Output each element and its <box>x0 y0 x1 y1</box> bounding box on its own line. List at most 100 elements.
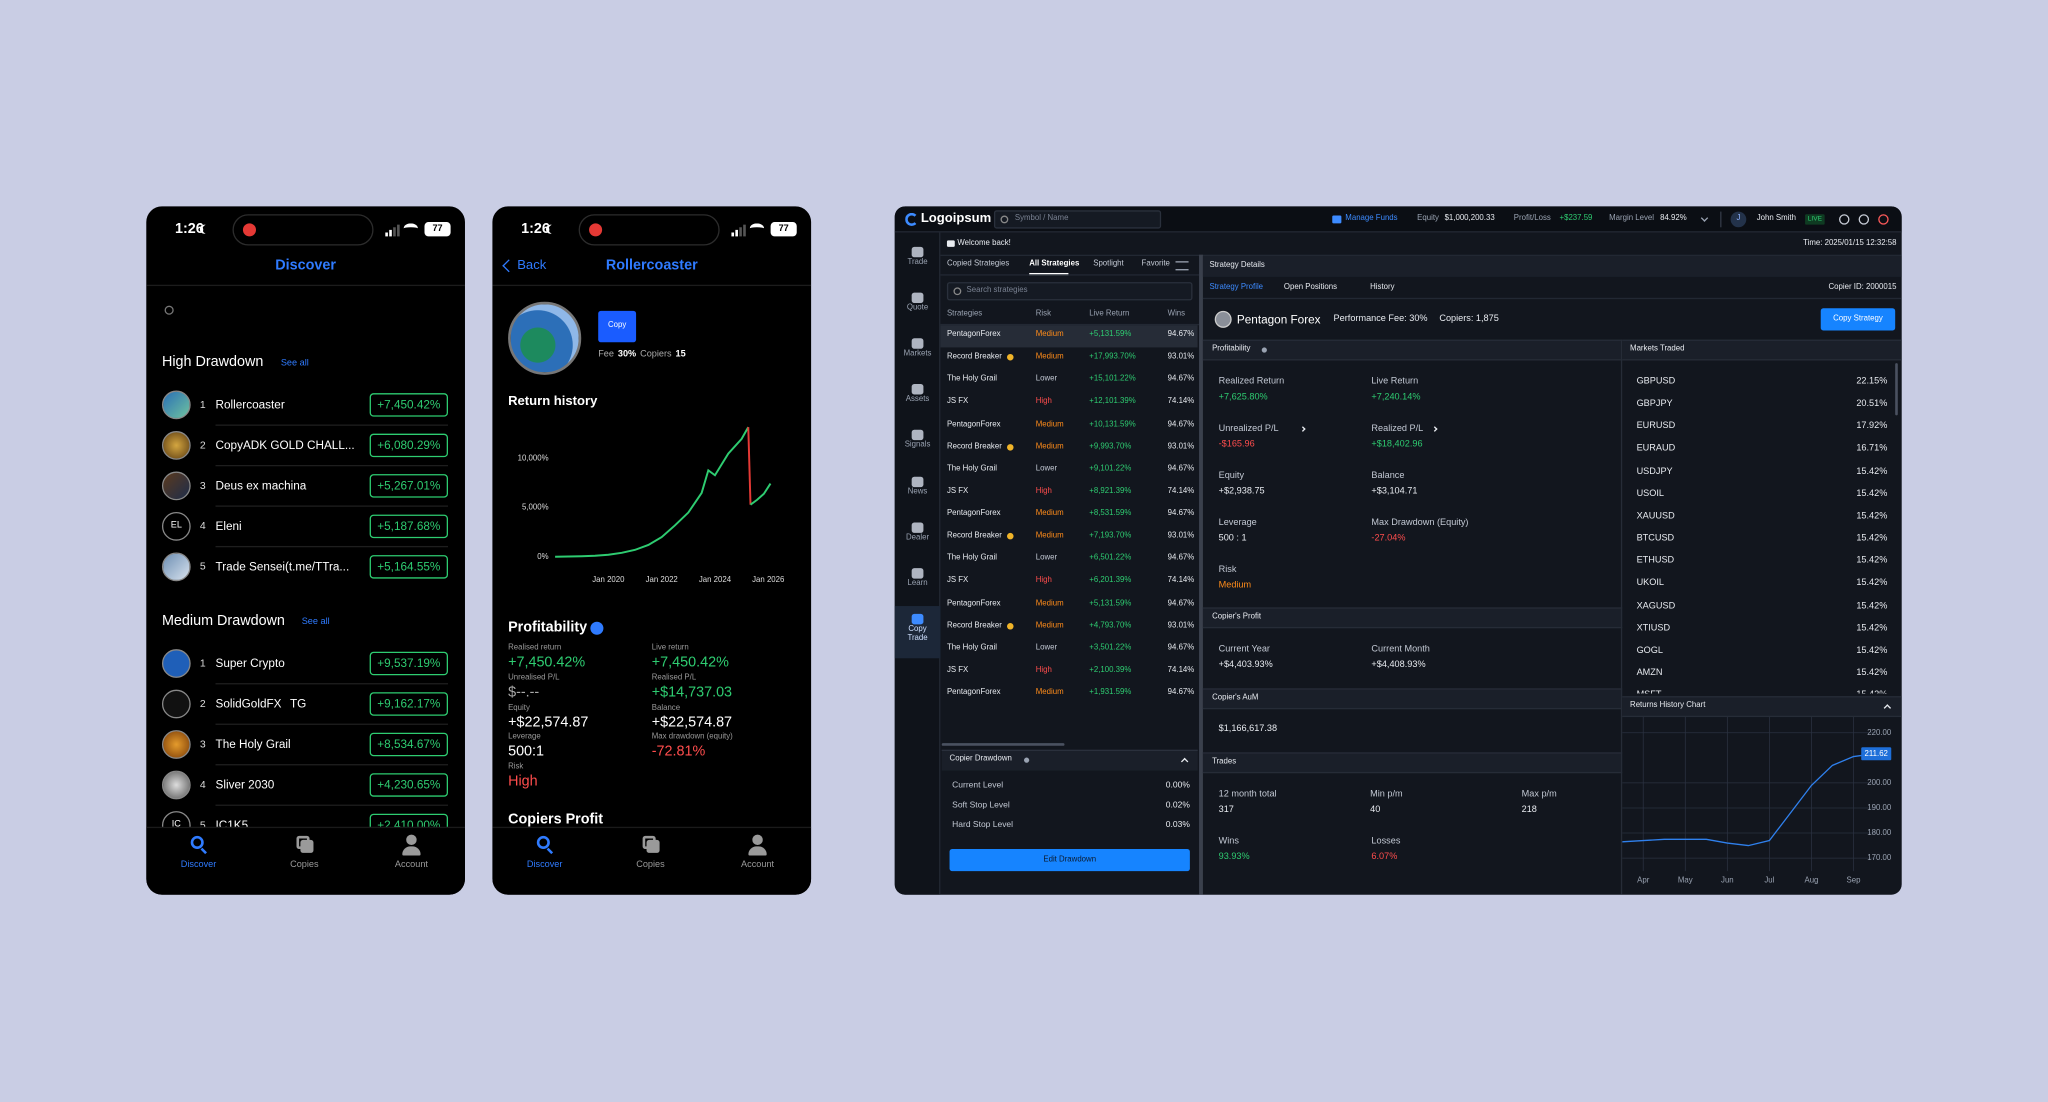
strategy-row[interactable] <box>940 324 1198 347</box>
wins: 94.67% <box>1167 509 1195 518</box>
back-button[interactable]: Back <box>517 258 547 273</box>
copy-strategy-button[interactable]: Copy Strategy <box>1820 308 1896 331</box>
row-divider <box>215 764 448 766</box>
nav-item[interactable]: Copies <box>618 832 683 876</box>
edit-drawdown-button[interactable]: Edit Drawdown <box>949 848 1190 872</box>
metric-value: High <box>508 773 538 790</box>
y-tick-label: 5,000% <box>522 503 549 512</box>
column-header: Risk <box>1035 310 1051 318</box>
wins: 94.67% <box>1167 420 1195 429</box>
details-tab[interactable]: History <box>1370 283 1395 292</box>
nav-label[interactable]: Copy Trade <box>907 625 928 643</box>
see-all[interactable]: See all <box>301 617 330 627</box>
nav-label[interactable]: Signals <box>904 441 931 450</box>
return-badge: +8,534.67% <box>369 732 448 757</box>
chevron[interactable] <box>1300 426 1306 432</box>
metric-value: 40 <box>1370 805 1381 815</box>
market-share: 17.92% <box>1856 422 1888 432</box>
nav-label[interactable]: Markets <box>903 350 932 359</box>
market-symbol: USOIL <box>1636 489 1665 499</box>
strategy-row[interactable] <box>940 571 1197 593</box>
section-header <box>1202 688 1623 710</box>
nav-icon[interactable] <box>911 338 924 349</box>
x-tick-label: Aug <box>1804 875 1818 884</box>
filter-icon[interactable] <box>1175 261 1189 271</box>
button-label[interactable]: Edit Drawdown <box>1043 855 1097 864</box>
user-avatar[interactable]: J <box>1730 211 1747 228</box>
wins: 94.67% <box>1167 554 1195 563</box>
nav-label[interactable]: Copies <box>290 860 319 870</box>
section-title: Trades <box>1212 758 1237 766</box>
live-return: +6,501.22% <box>1089 554 1132 563</box>
nav-label[interactable]: Copies <box>636 860 665 870</box>
nav-icon[interactable] <box>911 613 924 625</box>
nav-icon[interactable] <box>911 476 924 487</box>
strategy-row[interactable] <box>940 392 1197 414</box>
nav-label[interactable]: Account <box>394 860 428 870</box>
nav-label[interactable]: News <box>907 487 928 496</box>
metric-label: 12 month total <box>1218 789 1277 800</box>
strategy-tab[interactable]: Favorite <box>1141 260 1170 269</box>
copy-button[interactable]: Copy <box>598 310 637 343</box>
metric-value: +$3,104.71 <box>1371 486 1418 497</box>
nav-label[interactable]: Assets <box>905 396 930 404</box>
search-placeholder: Symbol / Name <box>1014 214 1069 223</box>
settings-icon[interactable] <box>1839 214 1850 225</box>
nav-item[interactable]: Discover <box>512 832 577 876</box>
nav-icon[interactable] <box>911 430 924 441</box>
strategy-name: Super Crypto <box>215 656 285 670</box>
x-tick-label: Jun <box>1721 875 1734 884</box>
button-label[interactable]: Copy Strategy <box>1833 314 1883 323</box>
symbol-search[interactable]: Symbol / Name <box>993 210 1162 229</box>
nav-icon[interactable] <box>911 292 924 304</box>
live-return: +9,101.22% <box>1089 465 1132 474</box>
nav-label[interactable]: Dealer <box>905 533 930 542</box>
nav-icon[interactable] <box>911 384 924 395</box>
nav-item[interactable]: Discover <box>166 832 231 876</box>
strategy-name: Pentagon Forex <box>1236 312 1321 327</box>
metric-value: +7,240.14% <box>1371 392 1421 403</box>
return-badge: +5,164.55% <box>369 555 448 579</box>
risk: Medium <box>1035 509 1064 518</box>
nav-label[interactable]: Account <box>741 860 775 870</box>
nav-item[interactable]: Account <box>725 832 790 876</box>
x-tick-label: Jan 2026 <box>752 575 785 584</box>
nav-label[interactable]: Learn <box>907 579 928 588</box>
wifi-icon <box>749 223 765 233</box>
chevron[interactable] <box>1432 426 1438 432</box>
phone: Discover Copies Account 1:26 77 Back Rollercoa… <box>492 206 812 895</box>
metric-label: Balance <box>651 703 681 712</box>
notification-icon[interactable] <box>1878 214 1889 225</box>
strategy-tab[interactable]: Spotlight <box>1093 260 1124 269</box>
nav-icon[interactable] <box>911 246 924 258</box>
details-tab[interactable]: Open Positions <box>1283 283 1338 292</box>
see-all[interactable]: See all <box>280 358 309 369</box>
signal-bar <box>397 224 400 237</box>
strategy-row[interactable] <box>940 660 1197 682</box>
market-symbol: GOGL <box>1636 646 1663 656</box>
nav-item[interactable]: Copies <box>272 832 337 876</box>
nav-item[interactable]: Account <box>379 832 444 876</box>
nav-label[interactable]: Quote <box>906 304 929 313</box>
y-tick-label: 0% <box>537 552 548 561</box>
nav-label[interactable]: Discover <box>180 860 217 870</box>
strategy-name: PentagonForex <box>946 688 1001 697</box>
live-return: +9,993.70% <box>1089 442 1132 451</box>
nav-label[interactable]: Trade <box>907 258 928 267</box>
strategy-tab[interactable]: All Strategies <box>1029 260 1080 269</box>
strategy-search[interactable]: Search strategies <box>946 282 1193 301</box>
nav-icon[interactable] <box>911 567 924 579</box>
account-icon <box>748 846 767 856</box>
strategy-name: The Holy Grail <box>946 554 998 563</box>
nav-icon[interactable] <box>911 521 924 533</box>
metric-label: Realised P/L <box>651 674 697 683</box>
strategy-tab[interactable]: Copied Strategies <box>946 260 1010 269</box>
copy-button-label[interactable]: Copy <box>607 321 627 330</box>
manage-funds[interactable]: Manage Funds <box>1345 214 1398 223</box>
details-tab[interactable]: Strategy Profile <box>1209 283 1264 292</box>
rank: 2 <box>199 439 206 451</box>
nav-label[interactable]: Discover <box>526 860 563 870</box>
language-icon[interactable] <box>1858 214 1870 225</box>
strategy-row[interactable] <box>940 481 1197 503</box>
search-icon[interactable] <box>164 305 174 315</box>
